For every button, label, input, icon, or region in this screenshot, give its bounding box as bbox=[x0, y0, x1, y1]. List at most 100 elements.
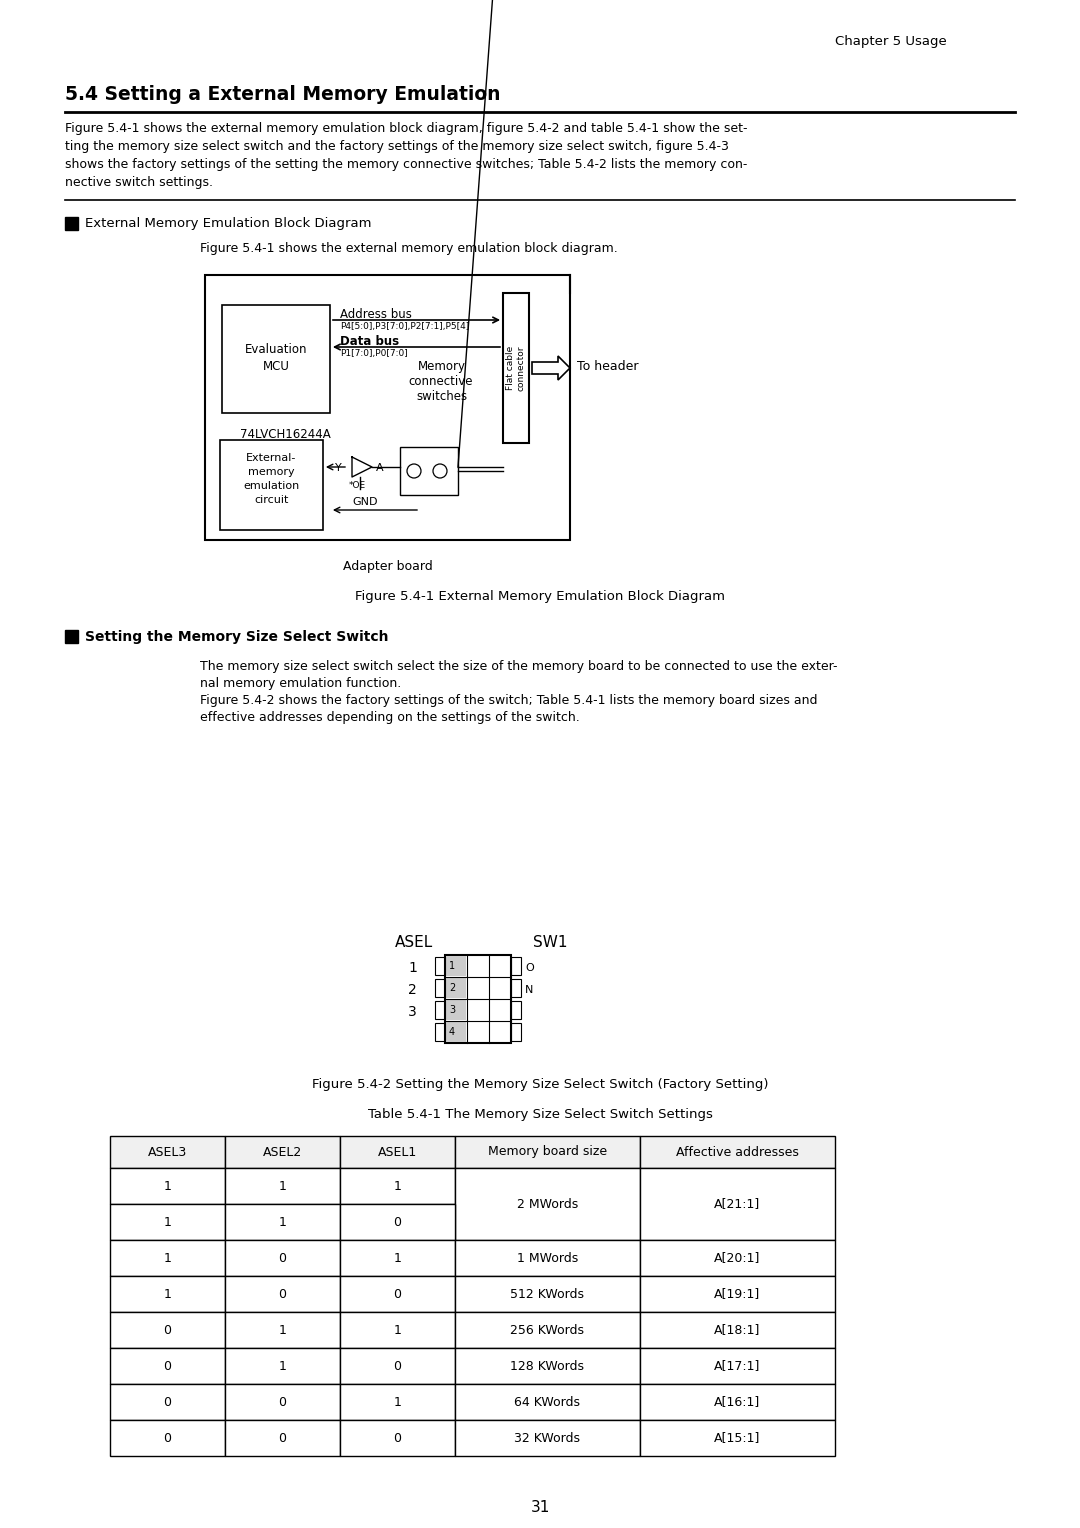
Text: 1: 1 bbox=[163, 1288, 172, 1300]
Text: 1: 1 bbox=[279, 1323, 286, 1337]
Text: O: O bbox=[525, 963, 534, 973]
Text: connective: connective bbox=[408, 374, 473, 388]
Bar bbox=[222, 306, 330, 413]
Text: Evaluation: Evaluation bbox=[245, 342, 307, 356]
Text: 0: 0 bbox=[393, 1215, 402, 1229]
Bar bbox=[340, 1241, 455, 1276]
Bar bbox=[455, 1420, 640, 1456]
Text: 0: 0 bbox=[163, 1432, 172, 1444]
Bar bbox=[640, 1276, 835, 1313]
Bar bbox=[225, 1241, 340, 1276]
Text: nal memory emulation function.: nal memory emulation function. bbox=[200, 677, 402, 691]
Bar bbox=[110, 1167, 225, 1204]
Text: 0: 0 bbox=[163, 1323, 172, 1337]
Text: 5.4 Setting a External Memory Emulation: 5.4 Setting a External Memory Emulation bbox=[65, 86, 500, 104]
Text: switches: switches bbox=[416, 390, 468, 403]
Text: P1[7:0],P0[7:0]: P1[7:0],P0[7:0] bbox=[340, 348, 408, 358]
Text: ASEL2: ASEL2 bbox=[262, 1146, 302, 1158]
Bar bbox=[446, 978, 465, 998]
Bar bbox=[110, 1348, 225, 1384]
Text: 1 MWords: 1 MWords bbox=[517, 1251, 578, 1265]
Text: 1: 1 bbox=[279, 1360, 286, 1372]
Bar bbox=[640, 1420, 835, 1456]
Bar bbox=[110, 1313, 225, 1348]
Text: 1: 1 bbox=[408, 961, 417, 975]
Bar bbox=[640, 1135, 835, 1167]
Text: A[20:1]: A[20:1] bbox=[714, 1251, 760, 1265]
Bar bbox=[455, 1384, 640, 1420]
Bar bbox=[340, 1384, 455, 1420]
Text: Setting the Memory Size Select Switch: Setting the Memory Size Select Switch bbox=[85, 630, 389, 643]
Text: 256 KWords: 256 KWords bbox=[511, 1323, 584, 1337]
Bar bbox=[435, 1024, 445, 1041]
Bar bbox=[446, 999, 465, 1021]
Bar bbox=[640, 1313, 835, 1348]
Text: Chapter 5 Usage: Chapter 5 Usage bbox=[835, 35, 947, 47]
Text: emulation: emulation bbox=[243, 481, 299, 490]
Bar bbox=[225, 1204, 340, 1241]
Text: A[17:1]: A[17:1] bbox=[714, 1360, 760, 1372]
Text: *OE: *OE bbox=[349, 481, 366, 490]
Text: 128 KWords: 128 KWords bbox=[511, 1360, 584, 1372]
Text: Figure 5.4-1 shows the external memory emulation block diagram, figure 5.4-2 and: Figure 5.4-1 shows the external memory e… bbox=[65, 122, 747, 134]
Bar bbox=[110, 1241, 225, 1276]
Text: ting the memory size select switch and the factory settings of the memory size s: ting the memory size select switch and t… bbox=[65, 141, 729, 153]
Text: Figure 5.4-2 Setting the Memory Size Select Switch (Factory Setting): Figure 5.4-2 Setting the Memory Size Sel… bbox=[312, 1077, 768, 1091]
Bar bbox=[435, 979, 445, 996]
Text: effective addresses depending on the settings of the switch.: effective addresses depending on the set… bbox=[200, 711, 580, 724]
Text: GND: GND bbox=[352, 497, 378, 507]
Bar bbox=[110, 1384, 225, 1420]
Text: 1: 1 bbox=[393, 1180, 402, 1192]
Bar bbox=[455, 1276, 640, 1313]
Text: Figure 5.4-2 shows the factory settings of the switch; Table 5.4-1 lists the mem: Figure 5.4-2 shows the factory settings … bbox=[200, 694, 818, 707]
Text: 2 MWords: 2 MWords bbox=[517, 1198, 578, 1210]
Bar bbox=[340, 1420, 455, 1456]
Text: 64 KWords: 64 KWords bbox=[514, 1395, 581, 1409]
Text: 1: 1 bbox=[279, 1215, 286, 1229]
Text: 1: 1 bbox=[279, 1180, 286, 1192]
Text: A[21:1]: A[21:1] bbox=[714, 1198, 760, 1210]
Bar bbox=[225, 1348, 340, 1384]
Bar bbox=[511, 979, 521, 996]
Text: External Memory Emulation Block Diagram: External Memory Emulation Block Diagram bbox=[85, 217, 372, 231]
Text: ASEL1: ASEL1 bbox=[378, 1146, 417, 1158]
Text: ASEL3: ASEL3 bbox=[148, 1146, 187, 1158]
Text: A: A bbox=[376, 463, 383, 474]
Text: 3: 3 bbox=[449, 1005, 455, 1015]
Text: 1: 1 bbox=[163, 1180, 172, 1192]
Text: 0: 0 bbox=[393, 1360, 402, 1372]
Text: 0: 0 bbox=[279, 1395, 286, 1409]
Text: ASEL: ASEL bbox=[395, 935, 433, 950]
Bar bbox=[340, 1167, 455, 1204]
Bar bbox=[225, 1276, 340, 1313]
Text: 0: 0 bbox=[163, 1360, 172, 1372]
Bar bbox=[640, 1241, 835, 1276]
Text: 3: 3 bbox=[408, 1005, 417, 1019]
Bar bbox=[435, 957, 445, 975]
Text: 2: 2 bbox=[408, 983, 417, 996]
Bar bbox=[110, 1420, 225, 1456]
Bar bbox=[225, 1313, 340, 1348]
Bar bbox=[225, 1384, 340, 1420]
Text: 512 KWords: 512 KWords bbox=[511, 1288, 584, 1300]
Text: Address bus: Address bus bbox=[340, 309, 411, 321]
Bar bbox=[65, 630, 78, 643]
Text: 1: 1 bbox=[393, 1251, 402, 1265]
Text: Data bus: Data bus bbox=[340, 335, 400, 348]
Text: External-: External- bbox=[246, 452, 297, 463]
Bar bbox=[511, 957, 521, 975]
Bar bbox=[400, 448, 458, 495]
Bar bbox=[340, 1276, 455, 1313]
Text: Figure 5.4-1 External Memory Emulation Block Diagram: Figure 5.4-1 External Memory Emulation B… bbox=[355, 590, 725, 604]
Text: 0: 0 bbox=[279, 1288, 286, 1300]
Text: 1: 1 bbox=[163, 1251, 172, 1265]
Bar bbox=[110, 1204, 225, 1241]
Text: The memory size select switch select the size of the memory board to be connecte: The memory size select switch select the… bbox=[200, 660, 837, 672]
Bar bbox=[110, 1135, 225, 1167]
Text: nective switch settings.: nective switch settings. bbox=[65, 176, 213, 189]
Text: N: N bbox=[525, 986, 534, 995]
Text: 1: 1 bbox=[163, 1215, 172, 1229]
Text: 0: 0 bbox=[163, 1395, 172, 1409]
Text: 1: 1 bbox=[393, 1395, 402, 1409]
Bar bbox=[446, 1022, 465, 1042]
